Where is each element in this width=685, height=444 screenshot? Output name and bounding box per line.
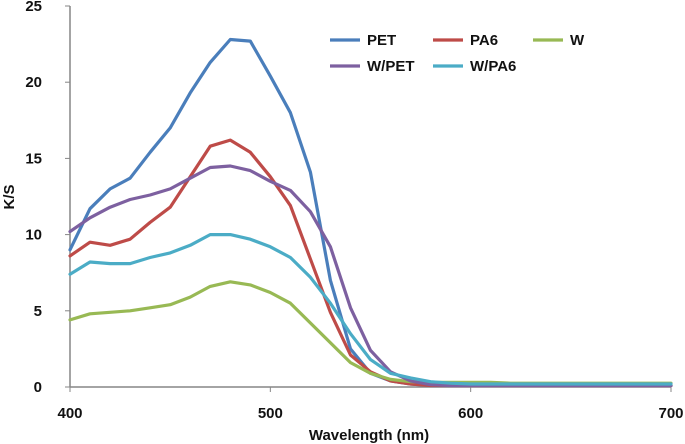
series-line-w-pa6 [68,233,673,386]
legend-label-w: W [570,32,585,49]
y-tick-label: 15 [25,150,42,167]
x-tick-label: 600 [458,405,483,422]
legend-label-pet: PET [367,32,396,49]
x-tick-label: 400 [57,405,82,422]
y-tick-label: 20 [25,74,42,91]
y-tick-label: 5 [34,303,42,320]
x-tick-label: 500 [258,405,283,422]
legend-label-pa6: PA6 [470,32,498,49]
y-tick-label: 0 [34,379,42,396]
legend-label-w-pet: W/PET [367,58,415,75]
x-axis-title: Wavelength (nm) [309,427,429,444]
y-tick-label: 25 [25,0,42,15]
y-tick-label: 10 [25,227,42,244]
series-line-w [68,280,673,385]
y-axis-title: K/S [1,184,18,209]
x-tick-label: 700 [658,405,683,422]
series-line-w-pet [68,164,673,388]
axes: 0 5 10 15 20 25 400 500 600 700 [25,0,683,422]
series-lines [68,37,673,388]
legend-label-w-pa6: W/PA6 [470,58,516,75]
series-line-pet [68,37,673,388]
legend: PET PA6 W W/PET W/PA6 [330,32,585,75]
